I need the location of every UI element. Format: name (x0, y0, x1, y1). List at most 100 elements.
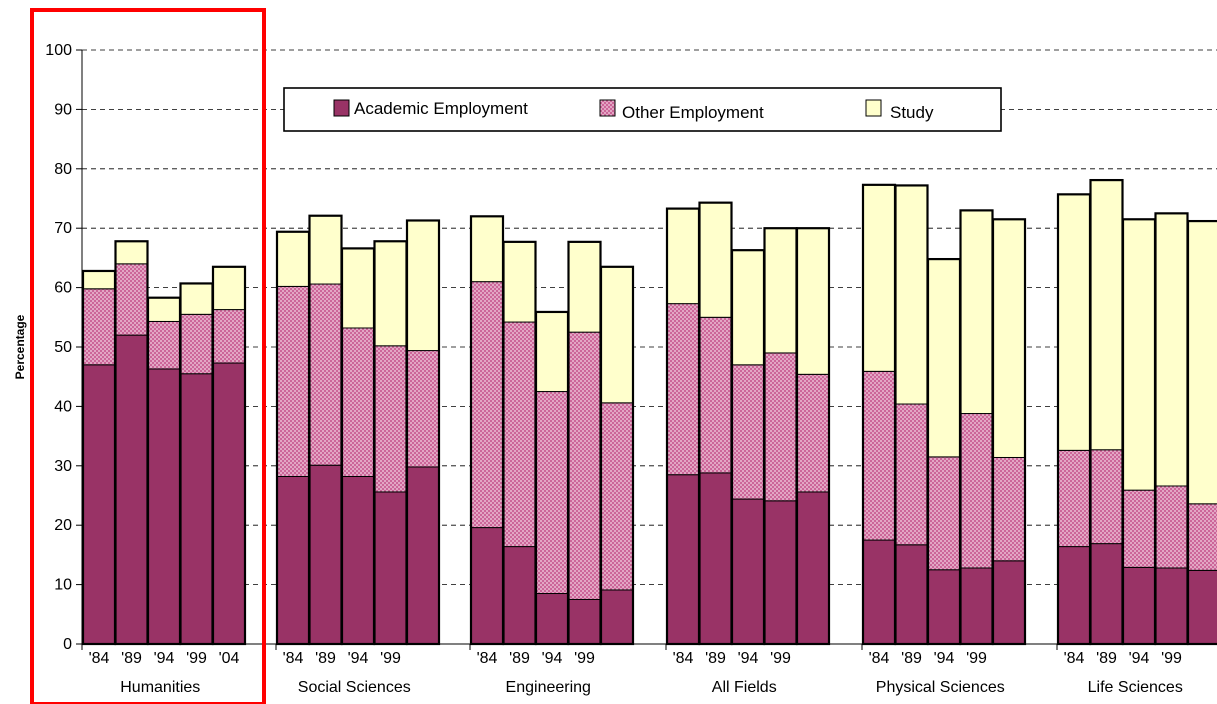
study-segment (1090, 179, 1123, 451)
study-segment (731, 249, 765, 366)
category-label: Social Sciences (298, 679, 411, 696)
bar-outline (405, 219, 441, 646)
other-employment-segment (1187, 503, 1217, 571)
study-segment (1057, 193, 1091, 451)
study-segment (406, 219, 440, 352)
study-segment (1122, 218, 1156, 491)
legend-swatch (865, 99, 882, 117)
x-tick-label: '99 (1161, 650, 1182, 667)
academic-employment-segment (470, 527, 504, 645)
academic-employment-segment (276, 475, 310, 645)
study-segment (600, 266, 634, 404)
other-employment-segment (699, 316, 732, 474)
study-segment (992, 218, 1026, 458)
academic-employment-segment (212, 362, 246, 645)
academic-employment-segment (992, 560, 1026, 645)
x-tick-label: '89 (315, 650, 336, 667)
highlight-box-layer (30, 8, 266, 704)
x-tick-label: '84 (89, 650, 110, 667)
x-tick-label: '94 (738, 650, 759, 667)
study-segment (895, 184, 928, 405)
x-tick-label: '84 (673, 650, 694, 667)
y-tick-label: 40 (54, 398, 72, 415)
other-employment-segment (1057, 449, 1091, 548)
academic-employment-segment (568, 598, 601, 645)
study-segment (535, 311, 569, 393)
study-segment (309, 215, 342, 285)
x-tick-label: '94 (542, 650, 563, 667)
academic-employment-segment (895, 544, 928, 645)
academic-employment-segment (600, 589, 634, 645)
x-tick-label: '84 (869, 650, 890, 667)
legend-swatch (333, 99, 350, 117)
other-employment-segment (1155, 485, 1188, 569)
other-employment-segment (1090, 449, 1123, 545)
other-employment-segment (600, 402, 634, 591)
other-employment-segment (862, 370, 896, 541)
x-tick-label: '89 (901, 650, 922, 667)
study-segment (1155, 212, 1188, 487)
other-employment-segment (1122, 489, 1156, 568)
x-tick-label: '84 (477, 650, 498, 667)
highlight-box (30, 8, 266, 704)
study-segment (568, 241, 601, 333)
y-tick-label: 60 (54, 280, 72, 297)
study-segment (180, 282, 213, 315)
bar-outline (599, 265, 635, 646)
x-tick-label: '99 (966, 650, 987, 667)
x-tick-label: '89 (1096, 650, 1117, 667)
study-segment (699, 202, 732, 318)
academic-employment-segment (309, 464, 342, 645)
academic-employment-segment (764, 500, 797, 645)
bar-outline (211, 265, 247, 646)
academic-employment-segment (147, 368, 181, 645)
academic-employment-segment (180, 373, 213, 645)
academic-employment-segment (666, 474, 700, 645)
y-tick-label: 10 (54, 577, 72, 594)
study-segment (341, 247, 375, 329)
x-tick-label: '94 (154, 650, 175, 667)
other-employment-segment (568, 331, 601, 600)
other-employment-segment (180, 313, 213, 375)
other-employment-segment (374, 345, 407, 493)
other-employment-segment (341, 327, 375, 477)
study-segment (276, 231, 310, 287)
other-employment-segment (212, 309, 246, 364)
bars (81, 178, 1217, 646)
study-segment (666, 208, 700, 305)
y-tick-label: 20 (54, 517, 72, 534)
legend-label: Other Employment (622, 103, 764, 122)
bar-outline (1186, 219, 1217, 646)
other-employment-segment (82, 288, 116, 366)
x-tick-label: '89 (121, 650, 142, 667)
bar-outline (991, 218, 1027, 646)
other-employment-segment (309, 283, 342, 466)
study-segment (796, 227, 830, 375)
other-employment-segment (927, 456, 961, 571)
academic-employment-segment (341, 475, 375, 645)
academic-employment-segment (1155, 567, 1188, 645)
category-label: Engineering (506, 679, 591, 696)
legend-label: Study (890, 103, 934, 122)
other-employment-segment (731, 364, 765, 500)
academic-employment-segment (1057, 546, 1091, 645)
other-employment-segment (276, 285, 310, 477)
category-label: Life Sciences (1088, 679, 1183, 696)
x-tick-label: '89 (705, 650, 726, 667)
academic-employment-segment (1122, 566, 1156, 645)
academic-employment-segment (731, 498, 765, 645)
other-employment-segment (535, 391, 569, 595)
x-tick-label: '84 (1064, 650, 1085, 667)
x-tick-label: '94 (934, 650, 955, 667)
y-tick-label: 90 (54, 101, 72, 118)
academic-employment-segment (406, 466, 440, 645)
x-tick-label: '84 (283, 650, 304, 667)
academic-employment-segment (960, 567, 993, 645)
other-employment-segment (895, 403, 928, 546)
academic-employment-segment (796, 491, 830, 645)
y-tick-label: 100 (45, 42, 72, 59)
study-segment (470, 215, 504, 283)
academic-employment-segment (82, 364, 116, 645)
academic-employment-segment (1090, 543, 1123, 645)
